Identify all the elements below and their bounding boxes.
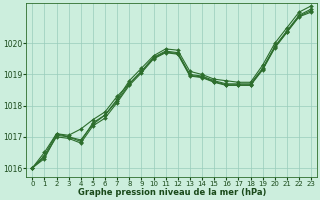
- X-axis label: Graphe pression niveau de la mer (hPa): Graphe pression niveau de la mer (hPa): [77, 188, 266, 197]
